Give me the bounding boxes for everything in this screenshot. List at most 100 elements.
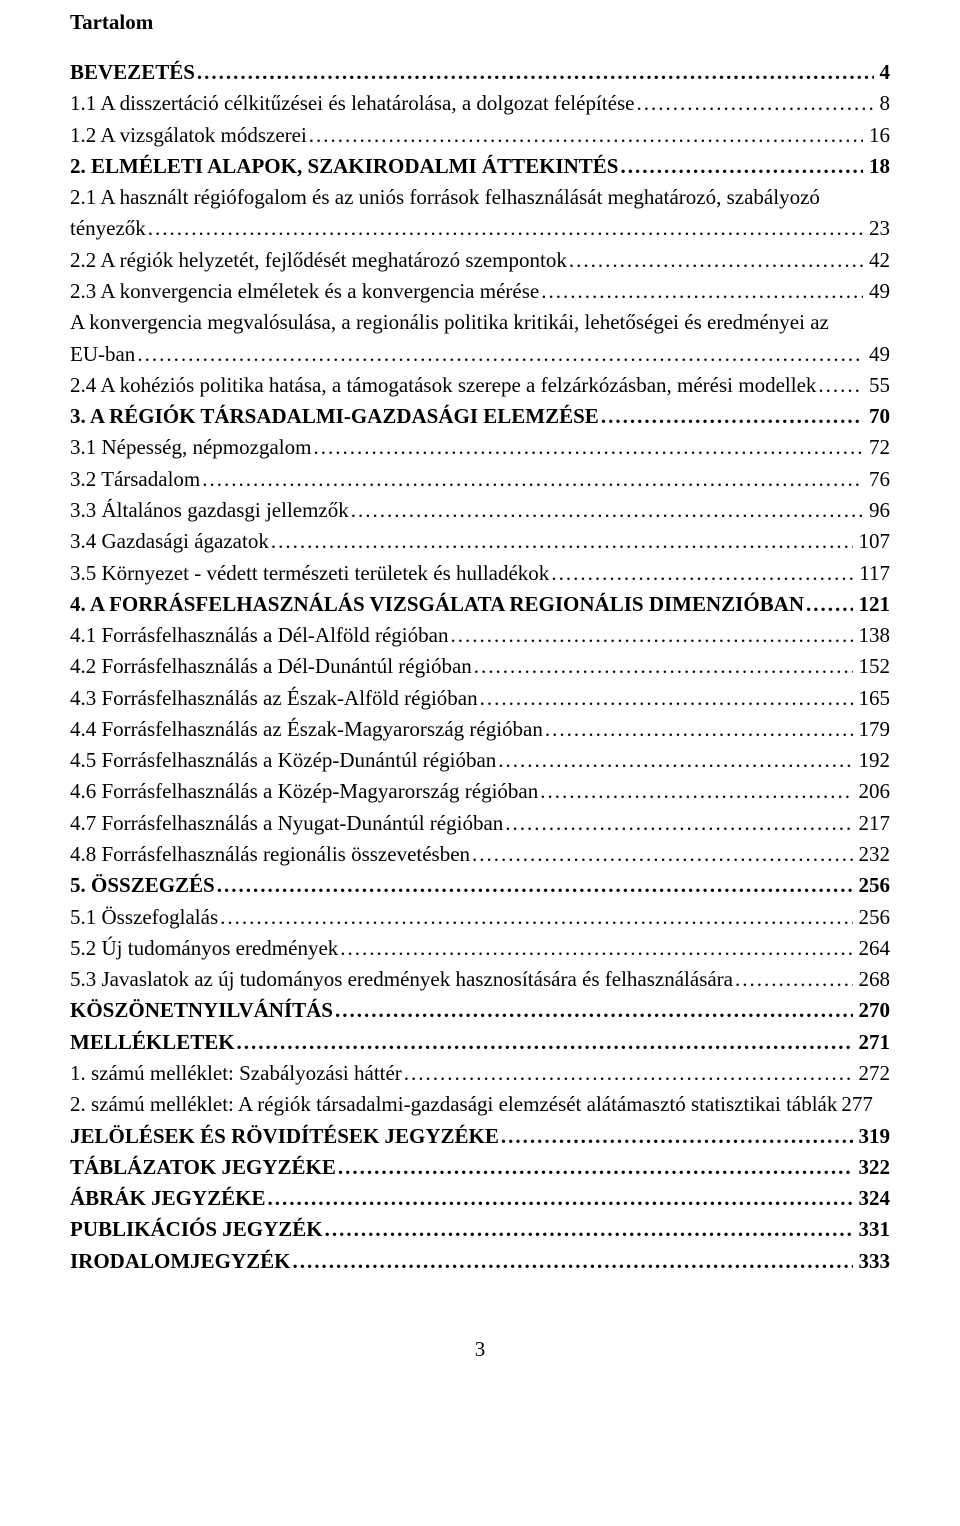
- toc-entry: 4.1 Forrásfelhasználás a Dél-Alföld régi…: [70, 620, 890, 651]
- toc-entry-label: 3.5 Környezet - védett természeti terüle…: [70, 558, 549, 589]
- toc-entry-label: 5.2 Új tudományos eredmények: [70, 933, 338, 964]
- toc-entry: 4.8 Forrásfelhasználás regionális összev…: [70, 839, 890, 870]
- toc-entry-label: 4.7 Forrásfelhasználás a Nyugat-Dunántúl…: [70, 808, 503, 839]
- toc-entry: 5.3 Javaslatok az új tudományos eredmény…: [70, 964, 890, 995]
- toc-entry-page: 256: [855, 902, 891, 933]
- toc-entry-label: 3.4 Gazdasági ágazatok: [70, 526, 269, 557]
- toc-entry: TÁBLÁZATOK JEGYZÉKE322: [70, 1152, 890, 1183]
- toc-leader-dots: [601, 401, 863, 432]
- toc-leader-dots: [545, 714, 853, 745]
- toc-entry: 2. számú melléklet: A régiók társadalmi-…: [70, 1089, 890, 1120]
- toc-entry: KÖSZÖNETNYILVÁNÍTÁS270: [70, 995, 890, 1026]
- toc-leader-dots: [501, 1121, 853, 1152]
- toc-entry-label: 3.3 Általános gazdasgi jellemzők: [70, 495, 349, 526]
- toc-leader-dots: [335, 995, 853, 1026]
- toc-leader-dots: [450, 620, 852, 651]
- toc-entry-page: 192: [855, 745, 891, 776]
- toc-leader-dots: [148, 213, 863, 244]
- toc-entry-label: ÁBRÁK JEGYZÉKE: [70, 1183, 265, 1214]
- toc-entry-label: EU-ban: [70, 339, 135, 370]
- toc-entry: 3.1 Népesség, népmozgalom72: [70, 432, 890, 463]
- toc-entry: IRODALOMJEGYZÉK 333: [70, 1246, 890, 1277]
- toc-entry-label: PUBLIKÁCIÓS JEGYZÉK: [70, 1214, 323, 1245]
- toc-entry: 3.3 Általános gazdasgi jellemzők 96: [70, 495, 890, 526]
- toc-leader-dots: [636, 88, 873, 119]
- toc-entry-label: MELLÉKLETEK: [70, 1027, 235, 1058]
- toc-entry: 3.2 Társadalom76: [70, 464, 890, 495]
- toc-entry-page: 138: [855, 620, 891, 651]
- toc-entry-page: 319: [855, 1121, 891, 1152]
- toc-entry: 5.1 Összefoglalás256: [70, 902, 890, 933]
- toc-leader-dots: [267, 1183, 852, 1214]
- toc-entry: ÁBRÁK JEGYZÉKE324: [70, 1183, 890, 1214]
- toc-entry-page: 179: [855, 714, 891, 745]
- toc-entry-page: 264: [855, 933, 891, 964]
- toc-entry: 2.2 A régiók helyzetét, fejlődését megha…: [70, 245, 890, 276]
- toc-entry-label: IRODALOMJEGYZÉK: [70, 1246, 291, 1277]
- toc-entry-page: 8: [876, 88, 891, 119]
- toc-entry: 4.5 Forrásfelhasználás a Közép-Dunántúl …: [70, 745, 890, 776]
- toc-leader-dots: [505, 808, 852, 839]
- toc-leader-dots: [540, 776, 852, 807]
- toc-leader-dots: [404, 1058, 853, 1089]
- toc-entry-label: tényezők: [70, 213, 146, 244]
- toc-entry: 1. számú melléklet: Szabályozási háttér2…: [70, 1058, 890, 1089]
- toc-leader-dots: [735, 964, 853, 995]
- toc-leader-dots: [309, 120, 863, 151]
- toc-entry-label: 1. számú melléklet: Szabályozási háttér: [70, 1058, 402, 1089]
- toc-leader-dots: [137, 339, 863, 370]
- toc-leader-dots: [197, 57, 874, 88]
- toc-entry-page: 217: [855, 808, 891, 839]
- toc-entry-label: 4.4 Forrásfelhasználás az Észak-Magyaror…: [70, 714, 543, 745]
- toc-entry-page: 333: [855, 1246, 891, 1277]
- toc-entry-page: 18: [865, 151, 890, 182]
- toc-entry: 1.2 A vizsgálatok módszerei16: [70, 120, 890, 151]
- toc-entry-page: 165: [855, 683, 891, 714]
- toc-leader-dots: [340, 933, 852, 964]
- toc-entry: 4.4 Forrásfelhasználás az Észak-Magyaror…: [70, 714, 890, 745]
- toc-entry: BEVEZETÉS4: [70, 57, 890, 88]
- toc-leader-dots: [325, 1214, 853, 1245]
- toc-entry: MELLÉKLETEK 271: [70, 1027, 890, 1058]
- toc-entry-page: 206: [855, 776, 891, 807]
- toc-entry-page: 232: [855, 839, 891, 870]
- toc-entry: 5. ÖSSZEGZÉS256: [70, 870, 890, 901]
- toc-entry-page: 256: [855, 870, 891, 901]
- toc-entry-page: 72: [865, 432, 890, 463]
- toc-entry-label: KÖSZÖNETNYILVÁNÍTÁS: [70, 995, 333, 1026]
- toc-leader-dots: [293, 1246, 853, 1277]
- toc-entry-page: 271: [855, 1027, 891, 1058]
- toc-entry-label: 4.6 Forrásfelhasználás a Közép-Magyarors…: [70, 776, 538, 807]
- toc-leader-dots: [271, 526, 853, 557]
- toc-entry-label: 1.1 A disszertáció célkitűzései és lehat…: [70, 88, 634, 119]
- toc-entry: 3.5 Környezet - védett természeti terüle…: [70, 558, 890, 589]
- toc-entry-page: 49: [865, 339, 890, 370]
- toc-leader-dots: [569, 245, 863, 276]
- toc-leader-dots: [351, 495, 863, 526]
- toc-entry-label: 2.2 A régiók helyzetét, fejlődését megha…: [70, 245, 567, 276]
- table-of-contents: BEVEZETÉS41.1 A disszertáció célkitűzése…: [70, 57, 890, 1277]
- toc-entry-page: 322: [855, 1152, 891, 1183]
- page-number: 3: [70, 1337, 890, 1362]
- toc-leader-dots: [220, 902, 852, 933]
- toc-entry: 4.7 Forrásfelhasználás a Nyugat-Dunántúl…: [70, 808, 890, 839]
- toc-entry-label: JELÖLÉSEK ÉS RÖVIDÍTÉSEK JEGYZÉKE: [70, 1121, 499, 1152]
- toc-entry-page: 107: [855, 526, 891, 557]
- toc-entry-label: 2.1 A használt régiófogalom és az uniós …: [70, 182, 890, 213]
- toc-leader-dots: [474, 651, 853, 682]
- toc-entry-page: 96: [865, 495, 890, 526]
- toc-entry-page: 70: [865, 401, 890, 432]
- toc-entry: JELÖLÉSEK ÉS RÖVIDÍTÉSEK JEGYZÉKE 319: [70, 1121, 890, 1152]
- toc-entry-label: 5.3 Javaslatok az új tudományos eredmény…: [70, 964, 733, 995]
- toc-title: Tartalom: [70, 10, 890, 35]
- toc-leader-dots: [551, 558, 853, 589]
- toc-entry-page: 331: [855, 1214, 891, 1245]
- toc-leader-dots: [818, 370, 863, 401]
- toc-entry-label: A konvergencia megvalósulása, a regionál…: [70, 307, 890, 338]
- toc-entry-page: 55: [865, 370, 890, 401]
- toc-entry-label: 4.5 Forrásfelhasználás a Közép-Dunántúl …: [70, 745, 496, 776]
- toc-entry-label: 3.2 Társadalom: [70, 464, 200, 495]
- toc-entry-label: 4.1 Forrásfelhasználás a Dél-Alföld régi…: [70, 620, 448, 651]
- toc-leader-dots: [237, 1027, 853, 1058]
- toc-entry: 4.6 Forrásfelhasználás a Közép-Magyarors…: [70, 776, 890, 807]
